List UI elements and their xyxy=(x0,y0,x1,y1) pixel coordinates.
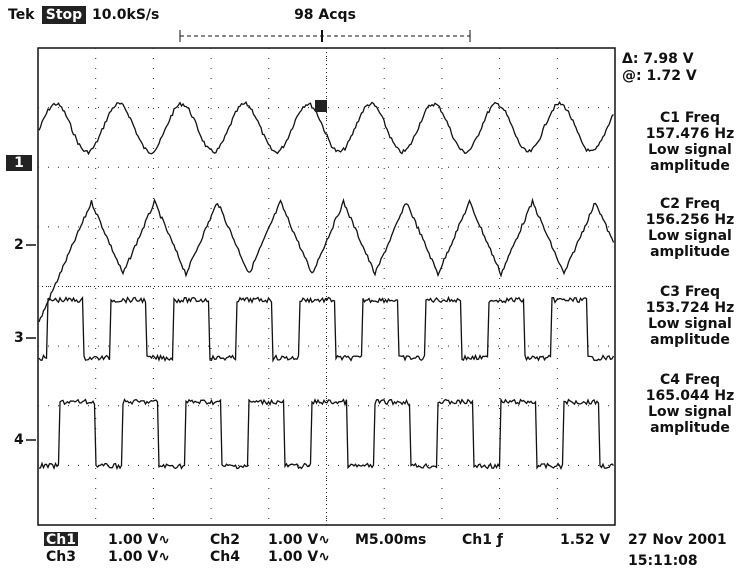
footer-field: 1.00 V∿ xyxy=(268,549,330,565)
channel-marker: 4 xyxy=(14,432,24,448)
meas-label: C2 Freq xyxy=(660,196,720,212)
brand: Tek xyxy=(8,7,35,23)
meas-note: Low signal xyxy=(648,404,732,420)
meas-note: amplitude xyxy=(650,332,730,348)
meas-value: 153.724 Hz xyxy=(646,300,735,316)
meas-value: 157.476 Hz xyxy=(646,126,735,142)
footer-field: Ch1 ƒ xyxy=(462,532,504,548)
meas-value: 165.044 Hz xyxy=(646,388,735,404)
footer-field: Ch4 xyxy=(210,549,240,565)
meas-note: Low signal xyxy=(648,228,732,244)
footer-field: Ch2 xyxy=(210,532,240,548)
footer-field: 1.00 V∿ xyxy=(108,532,170,548)
channel-marker: 2 xyxy=(14,237,24,253)
meas-label: C1 Freq xyxy=(660,110,720,126)
meas-note: Low signal xyxy=(648,316,732,332)
meas-note: amplitude xyxy=(650,420,730,436)
scope-display: Tek Stop 10.0kS/s 98 Acqs Δ: 7.98 V @: 1… xyxy=(0,0,751,572)
cursor-delta: Δ: 7.98 V xyxy=(622,51,694,67)
footer: Ch1 1.00 V∿ Ch2 1.00 V∿ M5.00ms Ch1 ƒ 1.52 V Ch… xyxy=(46,532,610,565)
acq-count: 98 Acqs xyxy=(294,7,356,23)
graticule xyxy=(38,48,615,525)
acq-state: Stop xyxy=(46,7,82,23)
meas-note: amplitude xyxy=(650,244,730,260)
waveforms xyxy=(39,102,614,468)
channel-marker: 3 xyxy=(14,330,24,346)
channel-markers: 1 2 3 4 xyxy=(6,155,36,448)
footer-field: M5.00ms xyxy=(355,532,426,548)
footer-field: Ch1 xyxy=(46,532,76,548)
footer-field: 1.52 V xyxy=(560,532,610,548)
footer-field: 1.00 V∿ xyxy=(268,532,330,548)
meas-value: 156.256 Hz xyxy=(646,212,735,228)
meas-label: C3 Freq xyxy=(660,284,720,300)
oscilloscope-screen: Tek Stop 10.0kS/s 98 Acqs Δ: 7.98 V @: 1… xyxy=(0,0,751,572)
date: 27 Nov 2001 xyxy=(628,532,727,548)
channel-marker: 1 xyxy=(14,155,24,171)
sample-rate: 10.0kS/s xyxy=(92,7,159,23)
cursor-at: @: 1.72 V xyxy=(622,68,697,84)
time: 15:11:08 xyxy=(628,553,698,569)
meas-note: amplitude xyxy=(650,158,730,174)
footer-field: Ch3 xyxy=(46,549,76,565)
trigger-marker xyxy=(315,100,327,112)
meas-label: C4 Freq xyxy=(660,372,720,388)
footer-field: 1.00 V∿ xyxy=(108,549,170,565)
meas-note: Low signal xyxy=(648,142,732,158)
